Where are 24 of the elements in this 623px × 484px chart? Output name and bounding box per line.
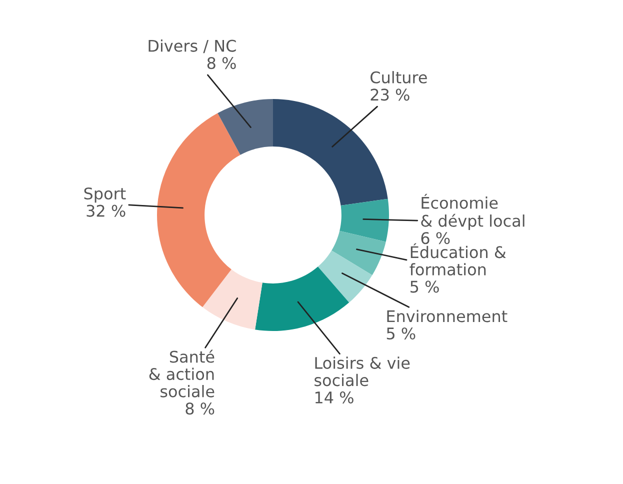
- slice-label: Économie & dévpt local: [421, 194, 524, 230]
- donut-slice: [273, 99, 388, 206]
- slice-label: Santé & action sociale: [149, 350, 214, 398]
- slice-label: Divers / NC: [148, 39, 236, 54]
- data-label: 5 %: [410, 280, 439, 293]
- donut-slice: [318, 250, 372, 303]
- donut-slice: [202, 269, 262, 330]
- donut-slice: [255, 266, 350, 331]
- slice-label: Sport: [84, 187, 126, 203]
- donut-slice: [332, 230, 386, 276]
- slice-label: Éducation & formation: [410, 243, 506, 276]
- donut-slice: [340, 198, 389, 242]
- data-label: 14 %: [315, 391, 354, 404]
- data-label: 6 %: [421, 232, 450, 244]
- data-label: 8 %: [186, 402, 214, 415]
- slice-label: Loisirs & vie sociale: [314, 356, 410, 386]
- slice-label: Culture: [370, 71, 427, 84]
- data-label: 32 %: [86, 204, 126, 217]
- data-label: 5 %: [386, 327, 416, 340]
- donut-slice: [157, 113, 240, 308]
- donut-slice: [218, 99, 273, 155]
- slice-label: Environnement: [387, 310, 508, 322]
- data-label: 8 %: [207, 57, 236, 70]
- data-label: 23 %: [370, 88, 410, 101]
